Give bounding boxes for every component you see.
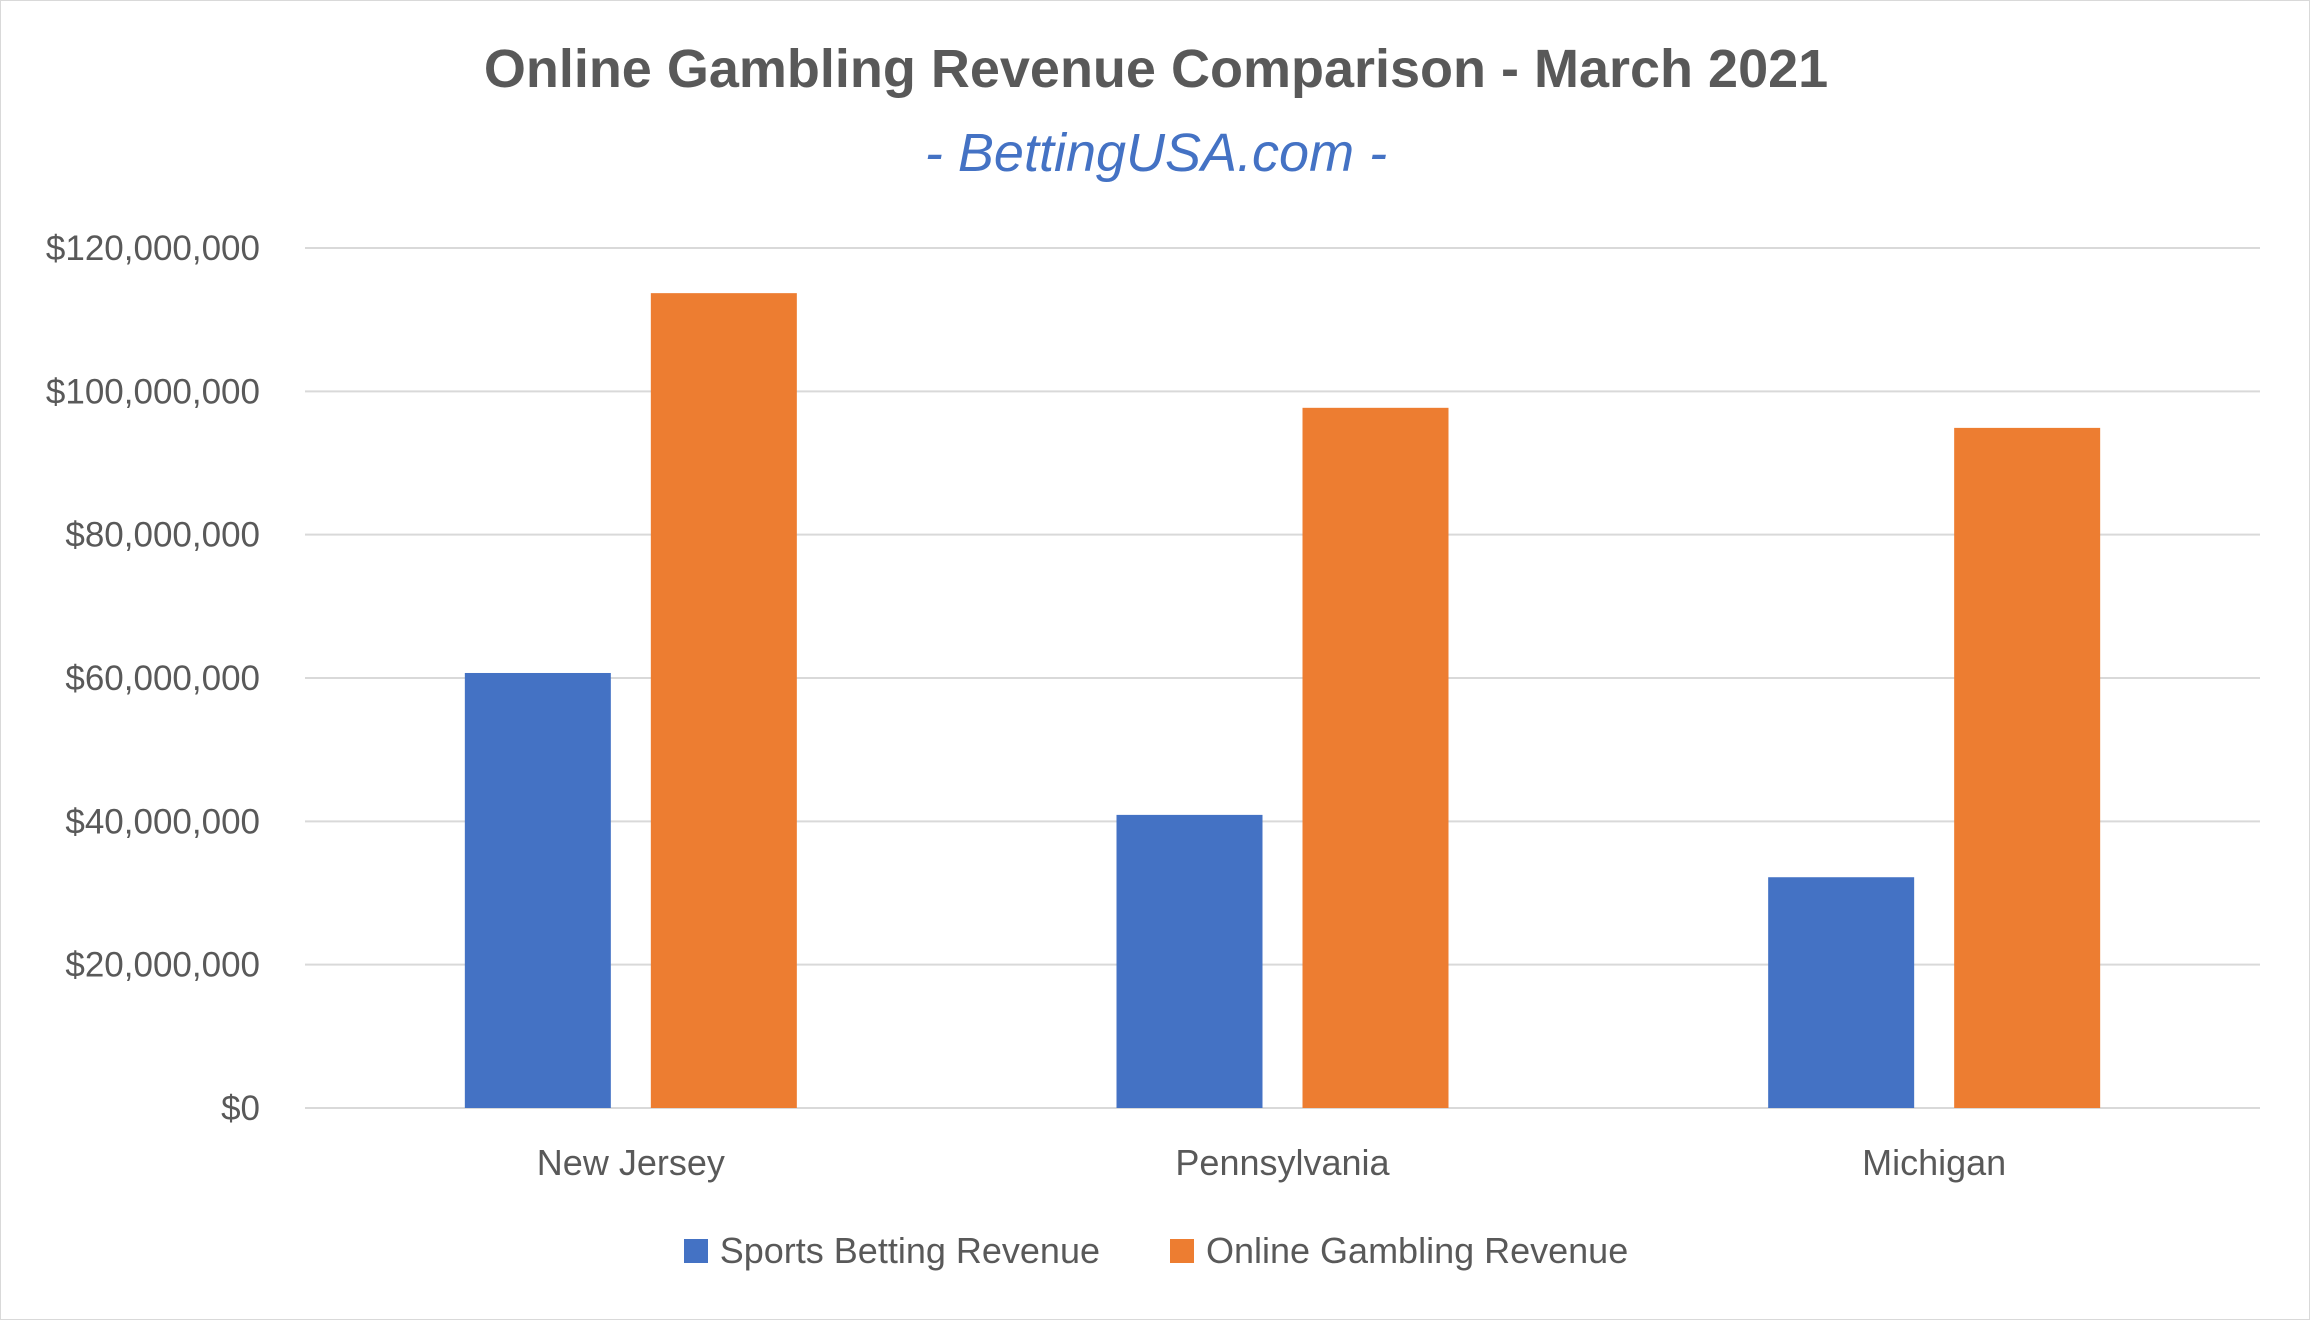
y-tick-label: $0 bbox=[221, 1089, 260, 1128]
legend-label: Online Gambling Revenue bbox=[1205, 1230, 1629, 1271]
y-axis-tick-labels: $0 $20,000,000 $40,000,000 $60,000,000 $80,0… bbox=[46, 229, 260, 1128]
legend-label: Sports Betting Revenue bbox=[719, 1230, 1100, 1271]
y-tick-label: $60,000,000 bbox=[65, 659, 260, 698]
y-tick-label: $100,000,000 bbox=[46, 372, 260, 411]
bar-pennsylvania-series-1 bbox=[1302, 407, 1449, 1109]
legend-swatch bbox=[1169, 1239, 1194, 1263]
chart-title: Online Gambling Revenue Comparison - Mar… bbox=[483, 39, 1829, 99]
x-axis-category-labels: New Jersey Pennsylvania Michigan bbox=[537, 1142, 2006, 1183]
y-tick-label: $80,000,000 bbox=[65, 516, 260, 555]
gridlines bbox=[305, 247, 2260, 1109]
x-category-label: Pennsylvania bbox=[1175, 1142, 1390, 1183]
legend-swatch bbox=[683, 1239, 708, 1263]
bar-pennsylvania-series-0 bbox=[1116, 814, 1263, 1108]
y-tick-label: $20,000,000 bbox=[65, 946, 260, 985]
x-category-label: Michigan bbox=[1862, 1142, 2006, 1183]
bar-new-jersey-series-0 bbox=[464, 672, 611, 1108]
chart-subtitle: - BettingUSA.com - bbox=[924, 123, 1388, 183]
bars bbox=[464, 293, 2101, 1109]
bar-new-jersey-series-1 bbox=[650, 293, 797, 1108]
bar-michigan-series-0 bbox=[1768, 877, 1915, 1108]
bar-michigan-series-1 bbox=[1954, 427, 2101, 1109]
legend: Sports Betting Revenue Online Gambling R… bbox=[0, 1230, 2312, 1272]
y-tick-label: $40,000,000 bbox=[65, 802, 260, 841]
legend-item-sports-betting: Sports Betting Revenue bbox=[683, 1230, 1100, 1272]
y-tick-label: $120,000,000 bbox=[46, 229, 260, 268]
legend-item-online-gambling: Online Gambling Revenue bbox=[1169, 1230, 1629, 1272]
x-category-label: New Jersey bbox=[537, 1142, 725, 1183]
